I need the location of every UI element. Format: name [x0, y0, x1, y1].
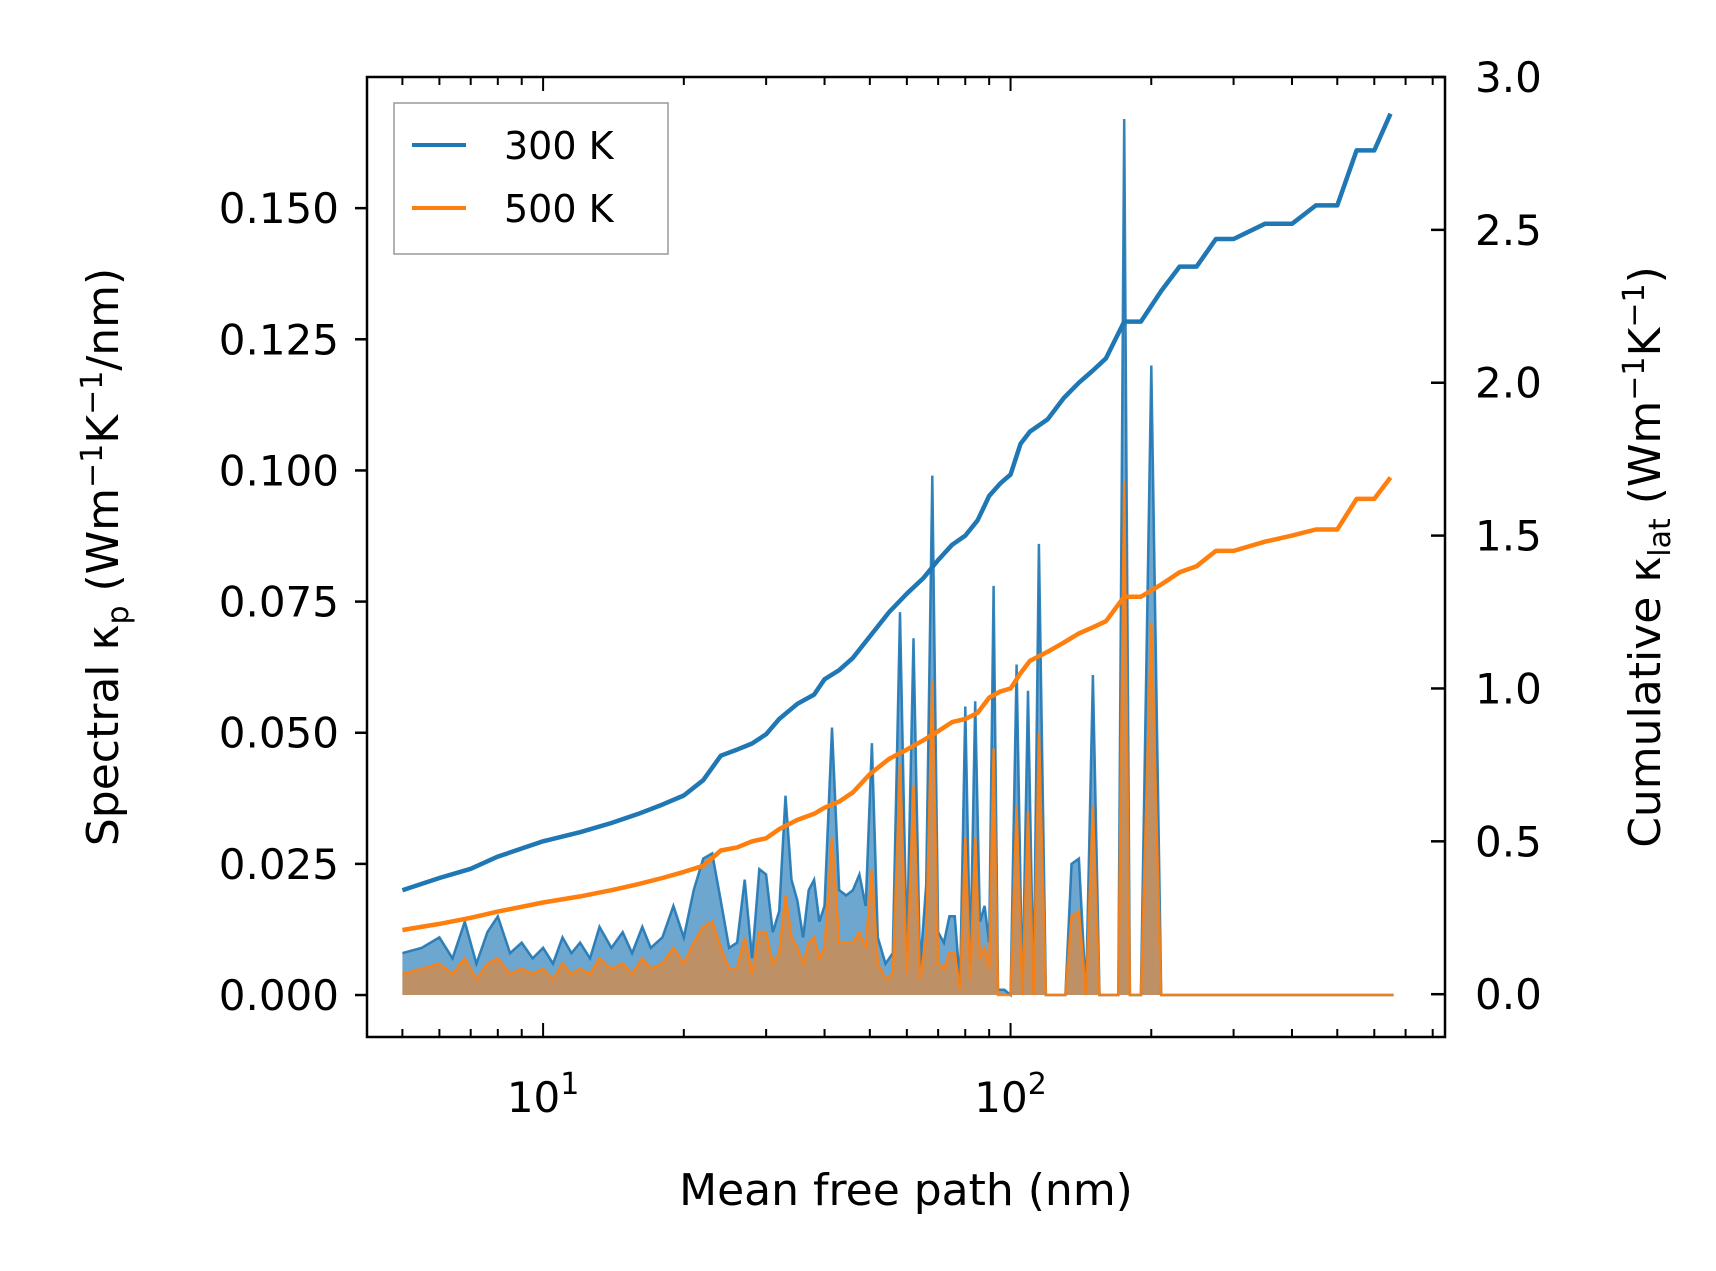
axis-ticks: 0.000 0.025 0.050 0.075 0.100 0.125 0.150 0.0 0.…	[219, 53, 1542, 1122]
cumulative-line-500k	[402, 476, 1393, 933]
left-tick-label: 0.075	[219, 578, 339, 627]
legend: 300 K 500 K	[393, 102, 669, 255]
legend-label-500k: 500 K	[504, 187, 615, 231]
spectral-area-500k	[402, 480, 1394, 995]
right-tick-label: 1.5	[1475, 512, 1542, 561]
right-tick-label: 2.5	[1475, 206, 1542, 255]
right-tick-label: 2.0	[1475, 359, 1542, 408]
left-tick-label: 0.150	[219, 184, 339, 233]
spectral-series-layer	[402, 118, 1394, 998]
right-tick-label: 0.0	[1475, 970, 1542, 1019]
x-axis-label: Mean free path (nm)	[679, 1165, 1133, 1216]
right-tick-label: 1.0	[1475, 664, 1542, 713]
x-tick-label: 102	[974, 1067, 1047, 1122]
left-tick-label: 0.125	[219, 315, 339, 364]
x-tick-label: 101	[507, 1067, 580, 1122]
right-tick-label: 3.0	[1475, 53, 1542, 102]
left-axis-label: Spectral κp(Wm−1K−1/nm)	[75, 268, 136, 846]
right-axis-label: Cumulative κlat(Wm−1K−1)	[1617, 266, 1678, 848]
right-tick-label: 0.5	[1475, 817, 1542, 866]
left-tick-label: 0.050	[219, 709, 339, 758]
legend-label-300k: 300 K	[504, 124, 615, 168]
plot-area	[401, 112, 1394, 998]
left-tick-label: 0.000	[219, 971, 339, 1020]
left-tick-label: 0.100	[219, 446, 339, 495]
legend-box	[393, 102, 669, 255]
cumulative-line-300k	[401, 112, 1393, 893]
cumulative-series-layer	[401, 112, 1393, 933]
spectral-line-500k	[402, 480, 1394, 997]
left-tick-label: 0.025	[219, 840, 339, 889]
